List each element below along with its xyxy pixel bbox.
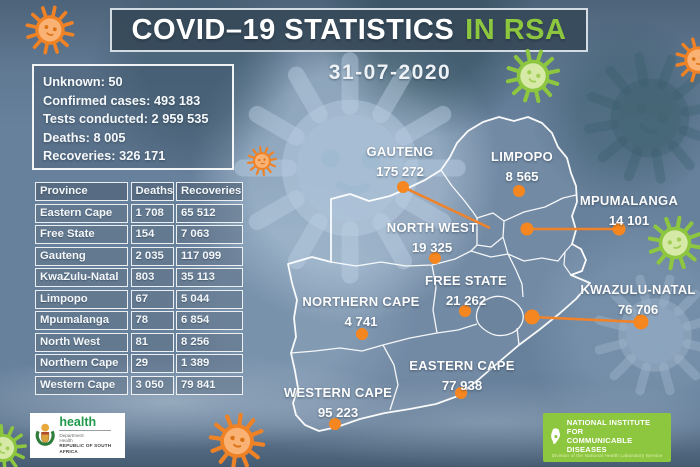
map-label-eastern-cape: EASTERN CAPE 77 938 [382,358,542,393]
summary-deaths: Deaths: 8 005 [43,129,126,145]
health-department-logo: health Department: Health REPUBLIC OF SO… [30,413,125,458]
faded-virus-icon [584,264,700,406]
summary-confirmed: Confirmed cases: 493 183 [43,92,201,108]
sa-coat-of-arms-icon [35,423,55,446]
province-cases: 19 325 [411,240,453,255]
summary-recoveries: Recoveries: 326 171 [43,148,166,164]
table-cell: North West [35,332,128,352]
table-cell: 1 389 [176,354,243,373]
table-cell: 6 854 [176,311,243,330]
table-cell: 5 044 [176,289,243,309]
table-cell: Mpumalanga [35,311,128,330]
province-cases: 175 272 [376,164,424,179]
table-cell: 78 [130,311,174,330]
province-name: NORTH WEST [386,220,478,235]
map-label-kwazulu-natal: KWAZULU-NATAL 76 706 [558,282,700,317]
table-cell: Limpopo [35,289,128,309]
summary-box: Unknown: 50 Confirmed cases: 493 183 Tes… [32,64,234,170]
column-header-province: Province [35,182,128,201]
table-cell: Eastern Cape [35,203,128,223]
province-cases: 21 262 [445,293,487,308]
table-cell: 7 063 [176,225,243,244]
map-label-northern-cape: NORTHERN CAPE 4 741 [281,294,441,329]
province-cases: 77 938 [441,378,483,393]
province-name: NORTHERN CAPE [302,294,420,309]
table-cell: Western Cape [35,375,128,395]
summary-unknown: Unknown: 50 [43,74,123,89]
table-cell: 154 [130,225,174,244]
province-cases: 14 101 [608,213,650,228]
table-cell: 8 256 [176,332,243,352]
province-cases: 76 706 [617,302,659,317]
province-cases: 4 741 [344,314,378,329]
map-label-gauteng: GAUTENG 175 272 [320,144,480,179]
table-cell: Free State [35,225,128,244]
title-banner: COVID–19 STATISTICS IN RSA [110,8,588,52]
table-cell: 67 [130,289,174,309]
province-table: Province Deaths Recoveries Eastern Cape … [35,182,243,395]
province-name: KWAZULU-NATAL [580,282,696,297]
title-accent: IN RSA [465,13,567,46]
map-label-free-state: FREE STATE 21 262 [386,273,546,308]
health-dept-line: Department: [59,432,85,438]
summary-tests: Tests conducted: 2 959 535 [43,111,209,127]
table-cell: 803 [130,268,174,287]
table-cell: 2 035 [130,246,174,266]
orange-virus-icon [22,2,78,58]
province-name: LIMPOPO [490,149,554,164]
table-cell: KwaZulu-Natal [35,268,128,287]
table-cell: 117 099 [176,246,243,266]
nicd-title-line: COMMUNICABLE DISEASES [566,436,633,454]
table-cell: Gauteng [35,246,128,266]
nicd-subtitle: Division of the National Health Laborato… [551,454,663,459]
province-name: MPUMALANGA [579,193,679,208]
table-cell: 1 708 [130,203,174,223]
africa-map-icon [551,427,561,444]
health-dept-line: Health [59,438,73,443]
health-country-line: REPUBLIC OF SOUTH AFRICA [59,443,112,455]
orange-virus-icon [246,145,278,177]
table-cell: Northern Cape [35,354,128,373]
province-name: EASTERN CAPE [409,358,515,373]
swaziland-outline [563,243,587,276]
province-name: GAUTENG [366,144,434,159]
province-name: WESTERN CAPE [283,385,393,400]
column-header-recoveries: Recoveries [176,182,243,201]
province-cases: 8 565 [505,169,539,184]
column-header-deaths: Deaths [130,182,174,201]
province-cases: 95 223 [317,405,359,420]
title-main: COVID–19 STATISTICS [131,13,455,46]
table-cell: 35 113 [176,268,243,287]
report-date: 31-07-2020 [328,61,452,84]
map-label-limpopo: LIMPOPO 8 565 [442,149,602,184]
table-cell: 3 050 [130,375,174,395]
province-name: FREE STATE [425,273,507,288]
nicd-title-line: NATIONAL INSTITUTE FOR [566,418,651,436]
nicd-logo: NATIONAL INSTITUTE FOR COMMUNICABLE DISE… [543,413,671,462]
map-label-mpumalanga: MPUMALANGA 14 101 [549,193,700,228]
health-logo-title: health [59,414,97,429]
table-cell: 29 [130,354,174,373]
divider [59,430,112,432]
orange-virus-icon [207,411,267,467]
table-cell: 81 [130,332,174,352]
map-label-western-cape: WESTERN CAPE 95 223 [258,385,418,420]
map-label-north-west: NORTH WEST 19 325 [352,220,512,255]
table-cell: 65 512 [176,203,243,223]
table-cell: 79 841 [176,375,243,395]
